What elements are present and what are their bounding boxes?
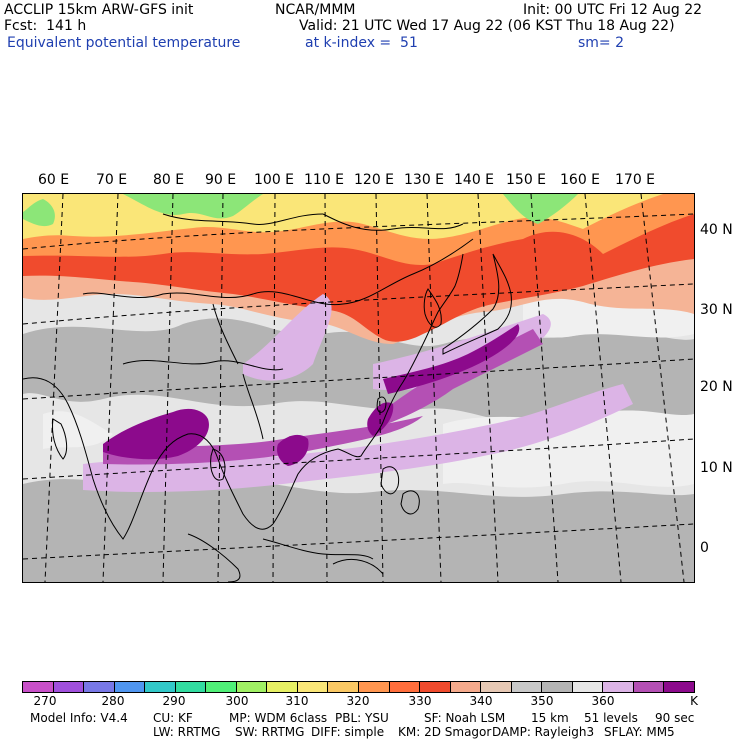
- level-label: at k-index = 51: [305, 35, 418, 51]
- coastlines: [23, 213, 512, 582]
- colorbar-swatch: [84, 682, 115, 692]
- colorbar-swatch: [603, 682, 634, 692]
- colorbar-label: 330: [408, 694, 432, 708]
- surface-layer-scheme: SFLAY: MM5: [604, 725, 675, 739]
- colorbar-swatch: [114, 682, 146, 692]
- lon-label: 100 E: [254, 172, 295, 188]
- surface-scheme: SF: Noah LSM: [424, 711, 506, 725]
- warm-band-green: [503, 194, 578, 224]
- lon-label: 120 E: [354, 172, 395, 188]
- lat-label: 20 N: [700, 379, 733, 395]
- valid-time: Valid: 21 UTC Wed 17 Aug 22 (06 KST Thu …: [299, 18, 675, 34]
- model-info: Model Info: V4.4: [30, 711, 128, 725]
- colorbar-label: 340: [469, 694, 493, 708]
- smoothing-label: sm= 2: [578, 35, 625, 51]
- graticule: [23, 194, 694, 582]
- colorbar-swatch: [23, 682, 54, 692]
- lat-label: 40 N: [700, 222, 733, 238]
- colorbar-swatch: [53, 682, 85, 692]
- lon-label: 70 E: [96, 172, 128, 188]
- colorbar-swatch: [633, 682, 665, 692]
- moist-band-dark-purple: [103, 408, 209, 460]
- grid-spacing: 15 km: [531, 711, 569, 725]
- lon-label: 170 E: [615, 172, 656, 188]
- colorbar-label: 310: [285, 694, 309, 708]
- lon-label: 140 E: [454, 172, 495, 188]
- gray-field-patch: [23, 479, 694, 582]
- forecast-hour: Fcst: 141 h: [4, 18, 87, 34]
- colorbar-swatch: [175, 682, 207, 692]
- colorbar-swatch: [420, 682, 451, 692]
- colorbar-unit: K: [690, 694, 698, 708]
- moist-band-dark-purple: [277, 434, 309, 466]
- colorbar-swatch: [389, 682, 421, 692]
- warm-band-green: [123, 194, 263, 219]
- map-canvas: [23, 194, 694, 582]
- init-time: Init: 00 UTC Fri 12 Aug 22: [523, 2, 703, 18]
- diffusion-option: DIFF: simple: [311, 725, 385, 739]
- colorbar-label: 350: [530, 694, 554, 708]
- colorbar-label: 270: [33, 694, 57, 708]
- colorbar-swatch: [145, 682, 176, 692]
- colorbar-label: 300: [225, 694, 249, 708]
- colorbar-swatch: [450, 682, 482, 692]
- moist-band-dark-purple: [383, 324, 520, 394]
- lon-label: 80 E: [153, 172, 185, 188]
- microphysics-scheme: MP: WDM 6class: [229, 711, 328, 725]
- lat-label: 0: [700, 540, 709, 556]
- colorbar-swatch: [236, 682, 268, 692]
- time-step: 90 sec: [655, 711, 695, 725]
- moist-band-light-purple: [243, 294, 332, 381]
- colorbar-swatch: [511, 682, 543, 692]
- field-name: Equivalent potential temperature: [7, 35, 241, 51]
- shortwave-scheme: SW: RRTMG: [235, 725, 305, 739]
- colorbar-label: 290: [162, 694, 186, 708]
- lon-label: 60 E: [38, 172, 70, 188]
- org-label: NCAR/MMM: [275, 2, 356, 18]
- colorbar-swatch: [297, 682, 329, 692]
- colorbar-label: 320: [346, 694, 370, 708]
- light-field-patch: [43, 411, 113, 449]
- colorbar-label: 280: [101, 694, 125, 708]
- lon-label: 130 E: [404, 172, 445, 188]
- colorbar: [22, 681, 695, 693]
- lat-label: 30 N: [700, 302, 733, 318]
- warm-band-green: [23, 199, 55, 227]
- longwave-scheme: LW: RRTMG: [153, 725, 221, 739]
- colorbar-swatch: [481, 682, 512, 692]
- colorbar-swatch: [664, 682, 695, 692]
- lat-label: 10 N: [700, 460, 733, 476]
- moist-band-purple: [373, 329, 543, 429]
- pbl-scheme: PBL: YSU: [335, 711, 389, 725]
- colorbar-swatch: [328, 682, 360, 692]
- km-option: KM: 2D Smagor: [398, 725, 492, 739]
- lon-label: 110 E: [304, 172, 345, 188]
- colorbar-swatch: [206, 682, 237, 692]
- colorbar-swatch: [359, 682, 390, 692]
- colorbar-swatch: [572, 682, 604, 692]
- cumulus-scheme: CU: KF: [153, 711, 193, 725]
- vertical-levels: 51 levels: [584, 711, 638, 725]
- lon-label: 90 E: [205, 172, 237, 188]
- lon-label: 160 E: [560, 172, 601, 188]
- theta-e-map: [22, 193, 695, 583]
- lon-label: 150 E: [506, 172, 547, 188]
- colorbar-label: 360: [591, 694, 615, 708]
- damping-option: DAMP: Rayleigh3: [492, 725, 595, 739]
- colorbar-swatch: [267, 682, 298, 692]
- model-title: ACCLIP 15km ARW-GFS init: [4, 2, 194, 18]
- colorbar-swatch: [542, 682, 573, 692]
